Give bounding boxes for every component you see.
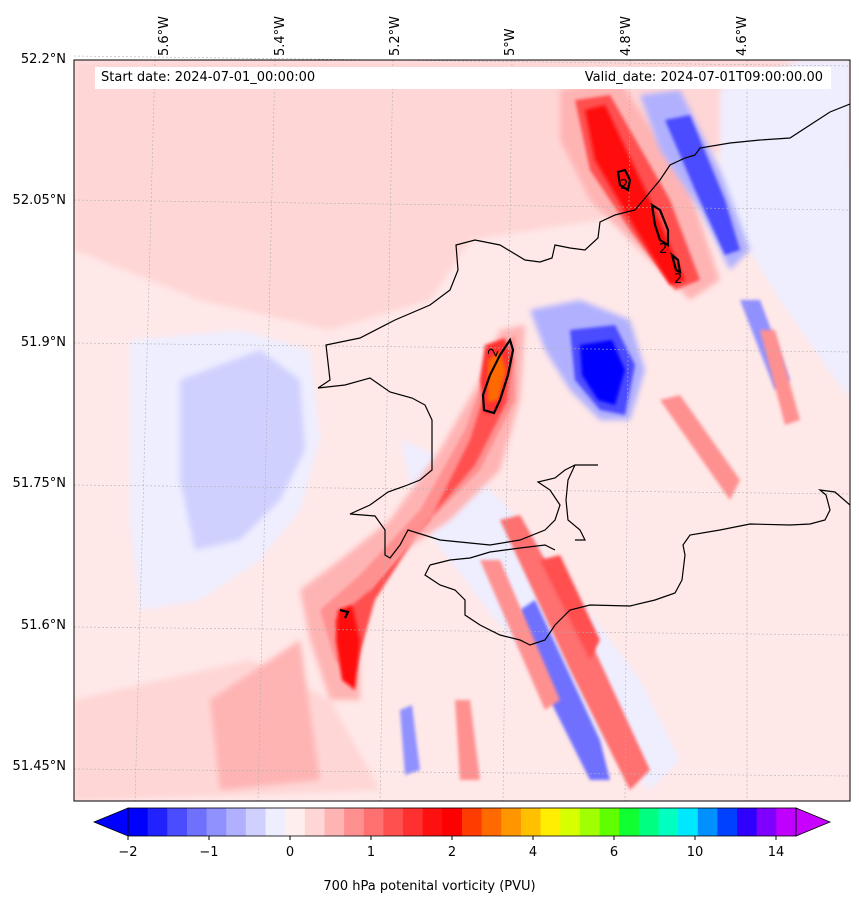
coastline — [317, 103, 850, 646]
colorbar-swatch — [403, 808, 424, 836]
pv-field — [74, 60, 850, 801]
map-header: Start date: 2024-07-01_00:00:00 Valid_da… — [95, 67, 831, 89]
lat-label: 51.45°N — [12, 759, 66, 774]
graticule — [73, 55, 851, 802]
colorbar-tick: −1 — [199, 845, 219, 860]
colorbar-swatch — [363, 808, 384, 836]
start-date-label: Start date: 2024-07-01_00:00:00 — [101, 70, 316, 85]
colorbar-swatch — [501, 808, 522, 836]
pv-2-contours — [339, 168, 682, 619]
colorbar-swatch — [599, 808, 620, 836]
colorbar-swatch — [776, 808, 797, 836]
contour-label: 2 — [659, 242, 668, 257]
lat-label: 51.9°N — [20, 335, 66, 350]
colorbar-swatch — [226, 808, 247, 836]
lon-label: 5°W — [503, 28, 518, 56]
colorbar-tick: 14 — [767, 845, 785, 860]
colorbar-swatch — [697, 808, 718, 836]
colorbar-swatch — [717, 808, 738, 836]
contour-label: 2 — [620, 178, 629, 193]
colorbar-tick: 10 — [686, 845, 704, 860]
lon-label: 5.6°W — [157, 15, 172, 56]
colorbar-swatch — [383, 808, 404, 836]
colorbar-tick: 4 — [528, 845, 538, 860]
colorbar-swatch — [442, 808, 463, 836]
colorbar-swatch — [756, 808, 777, 836]
lat-label: 52.05°N — [12, 193, 66, 208]
colorbar-swatch — [186, 808, 208, 836]
colorbar-swatch — [147, 808, 168, 836]
colorbar-swatch — [206, 808, 227, 836]
colorbar-label: 700 hPa potenital vorticity (PVU) — [323, 879, 536, 894]
colorbar-swatch — [167, 808, 188, 836]
colorbar-tick: 0 — [285, 845, 295, 860]
colorbar-swatch — [324, 808, 345, 836]
colorbar-swatch — [579, 808, 601, 836]
colorbar-swatch — [245, 808, 267, 836]
colorbar-swatch — [638, 808, 659, 836]
colorbar-swatch — [285, 808, 306, 836]
contour-label: 2 — [674, 272, 683, 287]
lon-label: 4.8°W — [619, 15, 634, 56]
lat-label: 52.2°N — [20, 52, 66, 67]
lat-label: 51.75°N — [12, 476, 66, 491]
lon-label: 4.6°W — [735, 15, 750, 56]
colorbar-swatch — [658, 808, 679, 836]
colorbar-tick: 1 — [366, 845, 376, 860]
map-frame — [73, 59, 851, 802]
colorbar-swatch — [540, 808, 561, 836]
colorbar-under-arrow — [92, 807, 129, 837]
colorbar-swatch — [678, 808, 699, 836]
lon-label: 5.2°W — [388, 15, 403, 56]
colorbar-over-arrow — [795, 807, 832, 837]
colorbar-swatch — [344, 808, 365, 836]
colorbar-swatch — [481, 808, 502, 836]
colorbar — [92, 807, 832, 840]
colorbar-swatch — [560, 808, 581, 836]
colorbar-frame — [127, 807, 797, 837]
colorbar-swatch — [619, 808, 640, 836]
colorbar-swatch — [737, 808, 758, 836]
lat-label: 51.6°N — [20, 618, 66, 633]
colorbar-swatch — [128, 808, 149, 836]
colorbar-tick: 6 — [609, 845, 619, 860]
colorbar-swatch — [422, 808, 443, 836]
colorbar-swatch — [265, 808, 286, 836]
colorbar-swatch — [520, 808, 542, 836]
lon-label: 5.4°W — [273, 15, 288, 56]
valid-date-label: Valid_date: 2024-07-01T09:00:00.00 — [584, 70, 823, 85]
colorbar-tick: −2 — [118, 845, 138, 860]
colorbar-tick: 2 — [447, 845, 457, 860]
colorbar-swatch — [462, 808, 483, 836]
colorbar-swatch — [304, 808, 325, 836]
